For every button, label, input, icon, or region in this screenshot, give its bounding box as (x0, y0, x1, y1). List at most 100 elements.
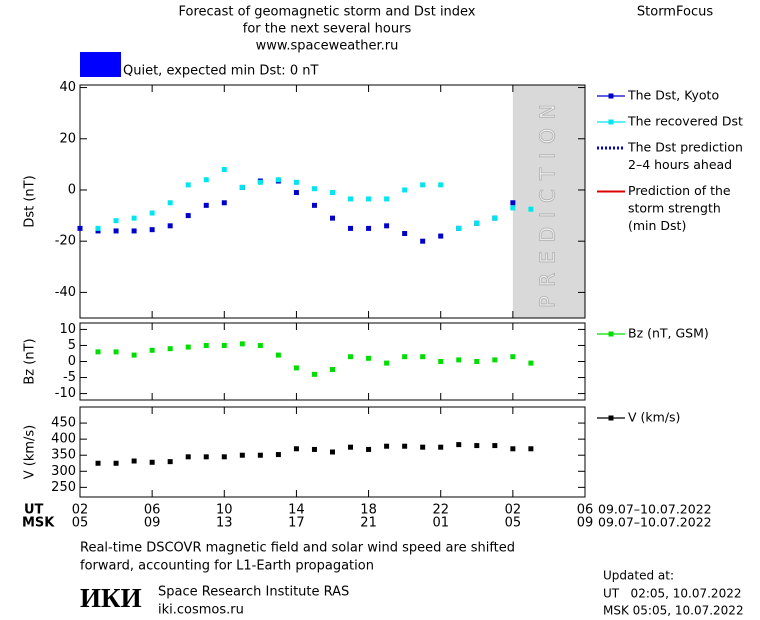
y-tick-label: -5 (63, 370, 76, 385)
data-point (95, 460, 101, 466)
y-tick-label: 5 (68, 338, 76, 353)
data-point (420, 354, 426, 360)
data-point (366, 446, 372, 452)
x-tick-label-msk: 01 (432, 516, 449, 531)
data-point (402, 231, 408, 237)
x-tick-label: 22 (432, 503, 449, 518)
y-tick-label: 0 (68, 182, 76, 197)
data-point (438, 182, 444, 188)
y-axis-label: V (km/s) (23, 425, 38, 480)
data-point (131, 458, 137, 464)
data-point (528, 446, 534, 452)
x-tick-label-msk: 09 (144, 516, 161, 531)
data-point (348, 196, 354, 202)
data-point (167, 200, 173, 206)
data-point (293, 365, 299, 371)
data-point (167, 223, 173, 229)
data-point (510, 446, 516, 452)
y-tick-label: -40 (55, 285, 76, 300)
data-point (510, 354, 516, 360)
title-line: www.spaceweather.ru (256, 39, 399, 54)
x-tick-label: 06 (144, 503, 161, 518)
data-point (293, 190, 299, 196)
data-point (384, 196, 390, 202)
data-point (528, 206, 534, 212)
data-point (203, 342, 209, 348)
data-point (149, 347, 155, 353)
logo: ИКИ (80, 583, 142, 613)
legend-label: V (km/s) (628, 410, 680, 425)
legend-marker (608, 415, 614, 421)
note-line: Real-time DSCOVR magnetic field and sola… (80, 541, 515, 556)
data-point (131, 215, 137, 221)
data-point (492, 443, 498, 449)
data-point (311, 186, 317, 192)
data-point (239, 341, 245, 347)
data-point (149, 227, 155, 233)
x-tick-label: 06 (577, 503, 594, 518)
note-line: forward, accounting for L1-Earth propaga… (80, 559, 374, 574)
legend-marker (608, 119, 614, 125)
data-point (293, 179, 299, 185)
y-tick-label: -10 (55, 386, 76, 401)
y-tick-label: 250 (51, 480, 76, 495)
data-point (474, 443, 480, 449)
status-label: Quiet, expected min Dst: 0 nT (123, 64, 318, 79)
x-tick-label-msk: 13 (216, 516, 233, 531)
data-point (221, 454, 227, 460)
data-point (221, 200, 227, 206)
x-tick-label-msk: 09 (577, 516, 594, 531)
x-tick-label: 10 (216, 503, 233, 518)
data-point (167, 346, 173, 352)
msk-label: MSK (22, 516, 55, 531)
data-point (348, 225, 354, 231)
data-point (330, 190, 335, 196)
y-tick-label: 10 (59, 322, 76, 337)
data-point (95, 349, 101, 355)
data-point (203, 202, 209, 208)
data-point (366, 196, 372, 202)
data-point (95, 228, 101, 234)
plot-frame (79, 84, 586, 319)
data-point (420, 238, 426, 244)
plot-frame (79, 406, 586, 498)
data-point (221, 342, 227, 348)
data-point (185, 213, 191, 219)
x-tick-label-msk: 21 (360, 516, 377, 531)
x-tick-label-msk: 05 (505, 516, 522, 531)
data-point (131, 352, 137, 358)
data-point (456, 225, 462, 231)
prediction-zone (512, 85, 585, 318)
data-point (438, 359, 444, 364)
x-tick-label: 02 (72, 503, 89, 518)
data-point (456, 442, 462, 448)
data-point (311, 446, 317, 452)
data-point (239, 184, 245, 190)
date-range: 09.07–10.07.2022 (598, 502, 712, 517)
y-axis-label: Dst (nT) (23, 175, 38, 227)
data-point (330, 367, 335, 373)
data-point (311, 371, 317, 377)
data-point (510, 200, 516, 206)
updated: UT 02:05, 10.07.2022 (603, 587, 741, 601)
data-point (438, 444, 444, 450)
url: iki.cosmos.ru (158, 603, 244, 618)
data-point (474, 220, 480, 226)
legend-label: storm strength (628, 201, 721, 216)
data-point (438, 233, 444, 239)
data-point (330, 449, 335, 455)
data-point (366, 225, 372, 231)
date-range: 09.07–10.07.2022 (598, 515, 712, 530)
y-tick-label: -20 (55, 234, 76, 249)
legend-label: Bz (nT, GSM) (628, 326, 709, 341)
data-point (420, 182, 426, 188)
y-axis-label: Bz (nT) (23, 338, 38, 384)
data-point (293, 446, 299, 452)
legend-marker (608, 331, 614, 337)
x-tick-label: 14 (288, 503, 305, 518)
data-point (113, 460, 119, 466)
data-point (77, 225, 83, 231)
data-point (185, 182, 191, 188)
data-point (456, 357, 462, 363)
